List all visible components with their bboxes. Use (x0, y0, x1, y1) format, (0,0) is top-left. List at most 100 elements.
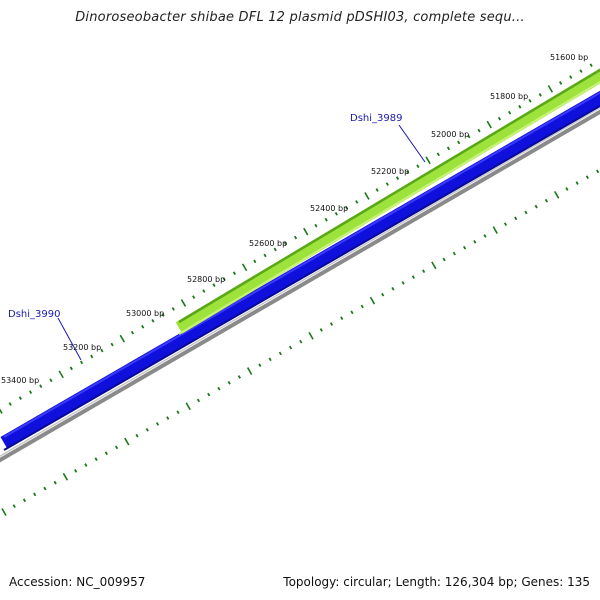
minor-tick (569, 75, 573, 79)
minor-tick (381, 292, 385, 297)
minor-tick (391, 286, 395, 291)
minor-tick (79, 360, 84, 365)
minor-tick (155, 422, 160, 426)
major-tick (180, 299, 187, 307)
minor-tick (278, 351, 282, 356)
minor-tick (294, 235, 298, 240)
minor-tick (467, 134, 471, 139)
minor-tick (477, 128, 481, 133)
minor-tick (375, 188, 379, 192)
minor-tick (508, 110, 512, 115)
gene-forward-strand[interactable] (175, 67, 600, 335)
minor-tick (253, 259, 257, 264)
minor-tick (74, 469, 78, 473)
minor-tick (49, 378, 53, 383)
minor-tick (207, 392, 211, 397)
gene-leader-line (398, 124, 426, 163)
minor-tick (544, 198, 549, 203)
genome-backbone (0, 109, 600, 463)
minor-tick (263, 253, 267, 258)
tick-labels: 51600 bp 51800 bp 52000 bp 52200 bp 5240… (1, 53, 588, 385)
major-tick (119, 334, 126, 343)
tick-label: 53000 bp (126, 309, 164, 318)
minor-tick (100, 348, 104, 353)
minor-tick (192, 295, 196, 299)
major-tick (185, 402, 191, 411)
minor-tick (575, 181, 579, 185)
gene-reverse-strand[interactable] (0, 90, 600, 451)
minor-tick (202, 289, 206, 293)
minor-tick (8, 402, 12, 406)
major-tick (246, 367, 253, 375)
tick-label: 51600 bp (550, 53, 588, 62)
minor-tick (589, 63, 593, 67)
minor-tick (473, 240, 477, 244)
tick-label: 53400 bp (1, 376, 39, 385)
major-tick (425, 156, 431, 165)
tick-label: 52800 bp (187, 275, 225, 284)
minor-tick (324, 217, 328, 222)
minor-tick (135, 433, 139, 438)
minor-tick (401, 281, 405, 285)
minor-tick (334, 211, 338, 216)
minor-tick (446, 146, 451, 151)
minor-tick (442, 257, 446, 262)
minor-tick (436, 152, 440, 157)
minor-tick (212, 283, 216, 287)
tick-label: 51800 bp (490, 92, 528, 101)
minor-tick (258, 363, 262, 368)
minor-tick (462, 245, 467, 250)
major-tick (369, 296, 376, 305)
minor-tick (422, 269, 426, 274)
major-tick (303, 227, 309, 236)
major-tick (308, 331, 314, 340)
minor-tick (130, 330, 135, 335)
minor-tick (596, 169, 600, 174)
topology-text: Topology: circular; Length: 126,304 bp; … (283, 575, 590, 589)
minor-tick (344, 206, 349, 210)
minor-tick (141, 324, 145, 329)
minor-tick (171, 307, 175, 311)
minor-tick (483, 234, 487, 238)
gene-label-dshi-3990[interactable]: Dshi_3990 (8, 309, 60, 320)
minor-tick (161, 313, 165, 317)
minor-tick (579, 69, 583, 73)
minor-tick (283, 241, 287, 246)
minor-tick (43, 486, 47, 491)
minor-tick (411, 275, 415, 279)
minor-tick (237, 375, 241, 379)
minor-tick (385, 182, 389, 186)
minor-tick (360, 304, 364, 309)
major-tick (553, 190, 560, 199)
minor-tick (69, 366, 73, 371)
minor-tick (273, 247, 277, 252)
minor-tick (53, 480, 57, 485)
minor-tick (115, 445, 119, 450)
minor-tick (222, 277, 226, 282)
minor-tick (12, 504, 16, 508)
minor-tick (319, 328, 323, 332)
tick-label: 52600 bp (249, 239, 287, 248)
minor-tick (268, 357, 272, 362)
genome-backbone-shadow (0, 107, 600, 457)
minor-tick (314, 223, 318, 228)
minor-tick (110, 342, 114, 347)
major-tick (241, 263, 248, 272)
major-tick (0, 408, 3, 414)
major-tick (547, 85, 554, 93)
minor-tick (416, 164, 420, 169)
minor-tick (538, 93, 542, 97)
minor-tick (340, 316, 344, 321)
minor-tick (288, 345, 293, 350)
minor-tick (565, 187, 569, 191)
tick-label: 53200 bp (63, 343, 101, 352)
minor-tick (406, 170, 410, 175)
minor-tick (90, 354, 94, 359)
major-tick (124, 437, 130, 446)
gene-label-dshi-3989[interactable]: Dshi_3989 (350, 113, 402, 124)
minor-tick (151, 318, 155, 323)
major-tick (431, 261, 437, 270)
major-tick (364, 192, 370, 200)
minor-tick (33, 492, 37, 497)
